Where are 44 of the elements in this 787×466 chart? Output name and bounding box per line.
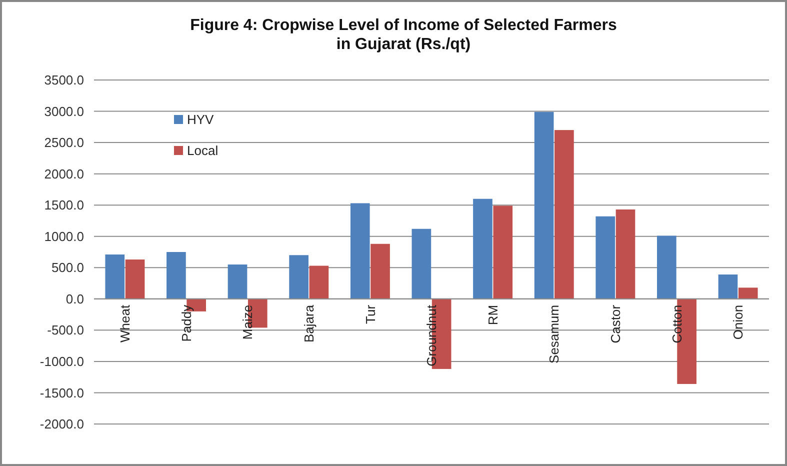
bar [738,288,758,299]
bar [718,274,738,299]
bar [554,130,574,299]
bar [228,264,248,299]
x-tick-label: Maize [240,304,256,340]
y-tick-label: 1500.0 [44,198,84,213]
y-tick-label: 1000.0 [44,228,84,244]
bar [370,244,390,299]
x-tick-label: Bajara [301,304,316,342]
legend-label: Local [187,143,218,158]
x-tick-label: Onion [730,304,746,340]
y-tick-label: 0.0 [66,291,84,306]
x-tick-label: Castor [608,304,623,344]
y-tick-label: -1000.0 [40,354,84,370]
bar [412,228,432,299]
bar [289,255,308,299]
bar [125,260,145,299]
chart-title: Figure 4: Cropwise Level of Income of Selected Farmers in Gujarat (Rs./qt) [190,17,617,53]
bar [166,252,186,299]
y-tick-label: -2000.0 [40,416,84,432]
y-tick-label: 500.0 [51,260,84,276]
x-tick-label: Cotton [669,304,684,344]
bar [616,209,636,299]
y-tick-label: 2000.0 [44,166,84,182]
bar [473,198,492,299]
x-tick-label: Sesamum [546,304,562,364]
x-tick-label: Tur [362,304,378,324]
bar [493,206,513,299]
bar [350,203,370,299]
y-tick-label: 3000.0 [44,104,84,119]
y-tick-label: -500.0 [47,322,84,338]
x-tick-label: Wheat [118,304,133,342]
y-tick-label: -1500.0 [40,385,84,400]
x-tick-label: RM [485,304,500,326]
bar [309,266,329,299]
y-tick-label: 3500.0 [44,72,84,88]
x-tick-label: Groundnut [424,304,440,366]
x-tick-label: Paddy [178,304,194,342]
bar [657,236,676,299]
bar [534,112,554,299]
bar [596,216,616,299]
legend-label: HYV [187,112,214,127]
bar [105,254,125,299]
y-tick-label: 2500.0 [44,135,84,150]
